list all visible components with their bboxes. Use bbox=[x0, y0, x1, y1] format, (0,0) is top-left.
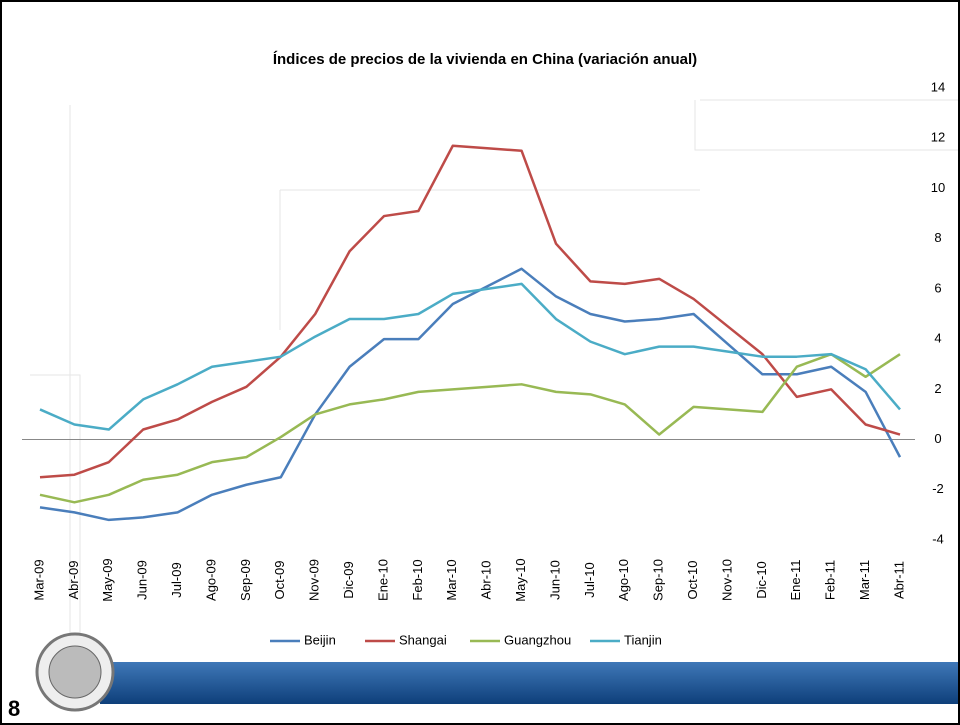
y-tick-label: 0 bbox=[934, 431, 941, 446]
x-tick-label: Mar-11 bbox=[857, 560, 872, 600]
y-tick-label: -4 bbox=[932, 531, 944, 546]
x-tick-label: Jul-09 bbox=[169, 562, 184, 597]
chart-title: Índices de precios de la vivienda en Chi… bbox=[273, 51, 697, 68]
x-tick-label: Feb-10 bbox=[410, 559, 425, 600]
x-tick-label: Abr-10 bbox=[479, 560, 494, 599]
series-line bbox=[39, 267, 902, 522]
x-tick-label: Nov-09 bbox=[307, 559, 322, 601]
x-tick-label: Mar-09 bbox=[31, 559, 46, 600]
x-tick-label: Ago-09 bbox=[203, 559, 218, 601]
x-tick-label: Nov-10 bbox=[719, 559, 734, 601]
x-tick-label: Mar-10 bbox=[444, 559, 459, 600]
x-tick-label: Feb-11 bbox=[823, 560, 838, 600]
y-tick-label: 6 bbox=[934, 280, 941, 295]
x-tick-label: Jun-09 bbox=[135, 560, 150, 600]
x-tick-label: Oct-09 bbox=[272, 560, 287, 599]
legend-label: Shangai bbox=[399, 632, 447, 647]
series-line bbox=[39, 282, 901, 431]
y-tick-label: 10 bbox=[931, 180, 945, 195]
background-lines bbox=[30, 99, 958, 640]
x-tick-label: Sep-10 bbox=[651, 559, 666, 601]
x-tick-label: Sep-09 bbox=[238, 559, 253, 601]
y-tick-label: 4 bbox=[934, 331, 941, 346]
x-tick-label: Oct-10 bbox=[685, 560, 700, 599]
footer-band bbox=[100, 662, 958, 704]
x-tick-label: Abr-09 bbox=[66, 560, 81, 599]
y-tick-label: 12 bbox=[931, 130, 945, 145]
y-tick-label: 2 bbox=[934, 381, 941, 396]
x-tick-label: Jun-10 bbox=[547, 560, 562, 600]
x-tick-label: May-09 bbox=[100, 558, 115, 601]
series-line bbox=[39, 144, 901, 479]
x-tick-label: Ene-11 bbox=[788, 560, 803, 601]
x-tick-label: May-10 bbox=[513, 558, 528, 601]
legend-label: Beijin bbox=[304, 632, 336, 647]
x-tick-label: Dic-09 bbox=[341, 561, 356, 599]
y-tick-label: -2 bbox=[932, 481, 944, 496]
series-line bbox=[39, 352, 901, 504]
x-tick-label: Jul-10 bbox=[582, 562, 597, 597]
y-tick-label: 14 bbox=[931, 79, 945, 94]
legend-label: Guangzhou bbox=[504, 632, 571, 647]
slide-number: 8 bbox=[8, 696, 20, 721]
x-tick-label: Dic-10 bbox=[754, 561, 769, 599]
x-tick-label: Ago-10 bbox=[616, 559, 631, 601]
legend-label: Tianjin bbox=[624, 632, 662, 647]
x-tick-label: Abr-11 bbox=[891, 561, 906, 599]
logo-inner bbox=[48, 645, 102, 699]
x-tick-label: Ene-10 bbox=[375, 559, 390, 601]
y-tick-label: 8 bbox=[934, 230, 941, 245]
